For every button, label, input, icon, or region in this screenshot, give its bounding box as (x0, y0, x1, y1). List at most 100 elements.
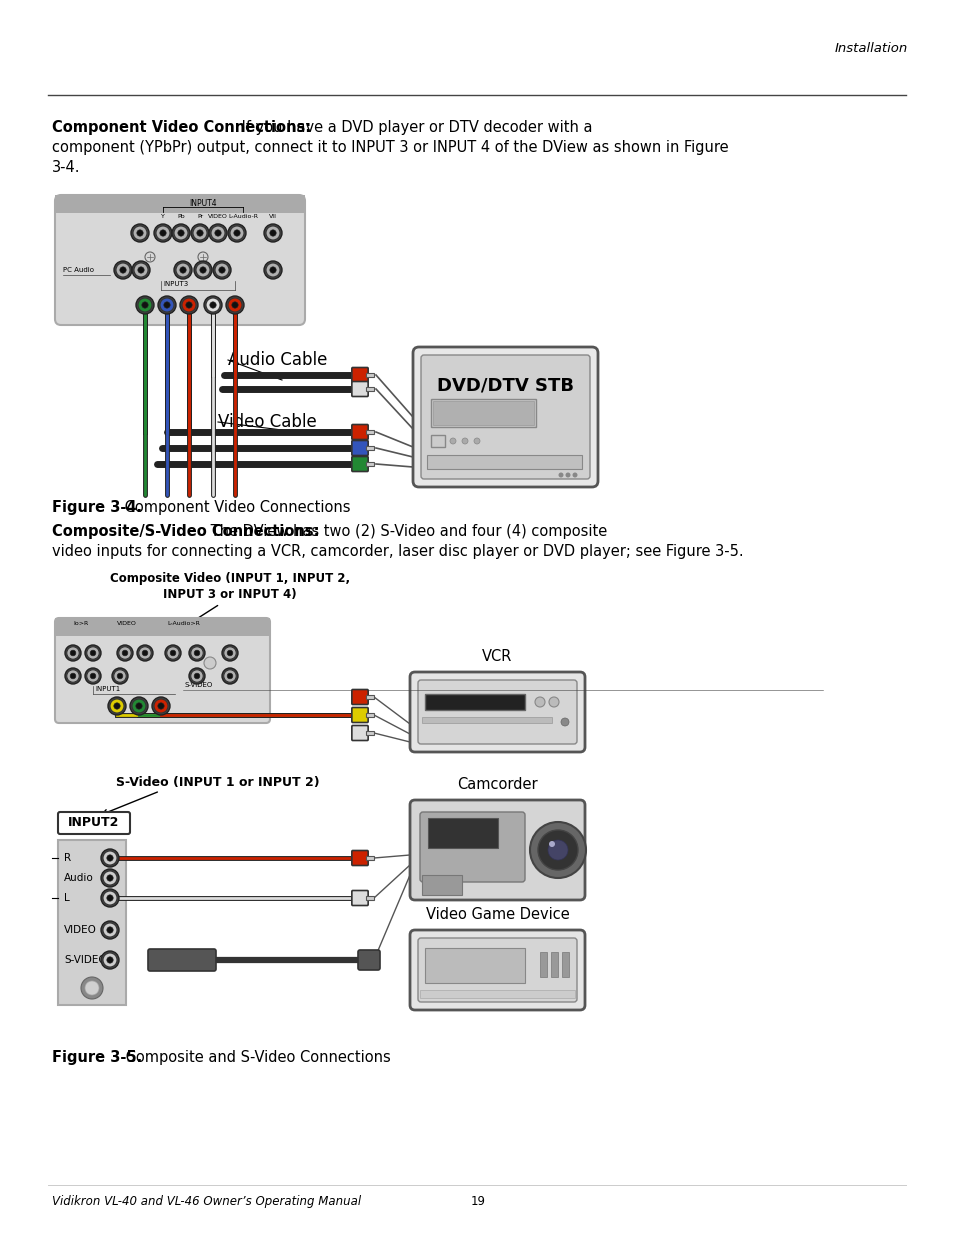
Circle shape (218, 267, 225, 273)
Circle shape (136, 230, 143, 236)
Circle shape (222, 645, 237, 661)
Circle shape (107, 874, 113, 881)
Bar (419, 990, 575, 998)
Circle shape (107, 855, 113, 861)
Text: L: L (64, 893, 70, 903)
Circle shape (158, 296, 175, 314)
Circle shape (81, 977, 103, 999)
Circle shape (130, 697, 148, 715)
Circle shape (107, 895, 113, 902)
Text: The DView has two (2) S-Video and four (4) composite: The DView has two (2) S-Video and four (… (206, 524, 607, 538)
Text: Pr: Pr (196, 214, 203, 219)
Circle shape (206, 298, 220, 312)
Text: Camcorder: Camcorder (456, 777, 537, 792)
FancyBboxPatch shape (58, 811, 130, 834)
Circle shape (537, 830, 578, 869)
Text: If you have a DVD player or DTV decoder with a: If you have a DVD player or DTV decoder … (236, 120, 592, 135)
Circle shape (227, 650, 233, 656)
Bar (366, 462, 374, 466)
Circle shape (450, 438, 456, 445)
Circle shape (189, 668, 205, 684)
Text: Figure 3-5.: Figure 3-5. (52, 1050, 142, 1065)
Text: S-VIDEO: S-VIDEO (185, 682, 213, 688)
Circle shape (103, 890, 117, 905)
Circle shape (548, 697, 558, 706)
Circle shape (194, 650, 199, 656)
Circle shape (199, 267, 206, 273)
Circle shape (461, 438, 468, 445)
Text: Component Video Connections:: Component Video Connections: (52, 120, 311, 135)
Circle shape (135, 703, 142, 709)
FancyBboxPatch shape (417, 680, 577, 743)
Circle shape (132, 699, 146, 713)
Text: Vidikron VL-40 and VL-46 Owner’s Operating Manual: Vidikron VL-40 and VL-46 Owner’s Operati… (52, 1195, 361, 1208)
Circle shape (226, 296, 244, 314)
FancyBboxPatch shape (352, 457, 368, 472)
Text: Io>R: Io>R (73, 621, 89, 626)
Bar (431, 399, 536, 427)
Bar (551, 952, 558, 977)
Circle shape (164, 301, 170, 309)
Text: INPUT2: INPUT2 (69, 815, 119, 829)
Circle shape (137, 267, 144, 273)
Bar (433, 401, 534, 425)
Circle shape (230, 226, 244, 240)
Circle shape (165, 645, 181, 661)
Bar (366, 714, 374, 716)
Text: Audio Cable: Audio Cable (228, 351, 327, 369)
Bar (539, 952, 546, 977)
Circle shape (214, 263, 229, 277)
Circle shape (71, 673, 75, 679)
Circle shape (228, 298, 242, 312)
Circle shape (209, 224, 227, 242)
Circle shape (116, 263, 130, 277)
Text: VCR: VCR (482, 650, 512, 664)
Circle shape (160, 298, 173, 312)
Circle shape (87, 669, 99, 682)
Circle shape (103, 871, 117, 885)
Bar (55, 195, 305, 212)
Circle shape (157, 703, 164, 709)
Bar (55, 618, 270, 636)
Circle shape (214, 230, 221, 236)
Circle shape (87, 647, 99, 659)
Circle shape (175, 263, 190, 277)
Circle shape (138, 298, 152, 312)
Text: INPUT1: INPUT1 (95, 685, 120, 692)
Circle shape (153, 699, 168, 713)
Bar (366, 431, 374, 433)
FancyBboxPatch shape (352, 708, 368, 722)
FancyBboxPatch shape (410, 930, 584, 1010)
Circle shape (108, 697, 126, 715)
FancyBboxPatch shape (410, 672, 584, 752)
Bar (366, 897, 374, 899)
FancyBboxPatch shape (413, 347, 598, 487)
Circle shape (103, 923, 117, 937)
Bar (424, 694, 524, 710)
Circle shape (142, 301, 148, 309)
Circle shape (170, 650, 175, 656)
Circle shape (133, 263, 148, 277)
Circle shape (91, 673, 95, 679)
FancyBboxPatch shape (419, 811, 524, 882)
Circle shape (189, 645, 205, 661)
Circle shape (194, 673, 199, 679)
Text: INPUT4: INPUT4 (189, 199, 216, 207)
Circle shape (222, 668, 237, 684)
Circle shape (91, 650, 95, 656)
Circle shape (233, 230, 240, 236)
Text: Pb: Pb (177, 214, 185, 219)
Text: VIDEO: VIDEO (64, 925, 97, 935)
Text: L-Audio-R: L-Audio-R (228, 214, 257, 219)
Circle shape (65, 668, 81, 684)
Text: Audio: Audio (64, 873, 93, 883)
Circle shape (67, 669, 79, 682)
FancyBboxPatch shape (420, 354, 589, 479)
Circle shape (558, 473, 563, 478)
Circle shape (210, 301, 216, 309)
Circle shape (270, 230, 275, 236)
FancyBboxPatch shape (352, 725, 368, 741)
Circle shape (138, 647, 152, 659)
Text: Figure 3-4.: Figure 3-4. (52, 500, 142, 515)
Circle shape (180, 296, 198, 314)
